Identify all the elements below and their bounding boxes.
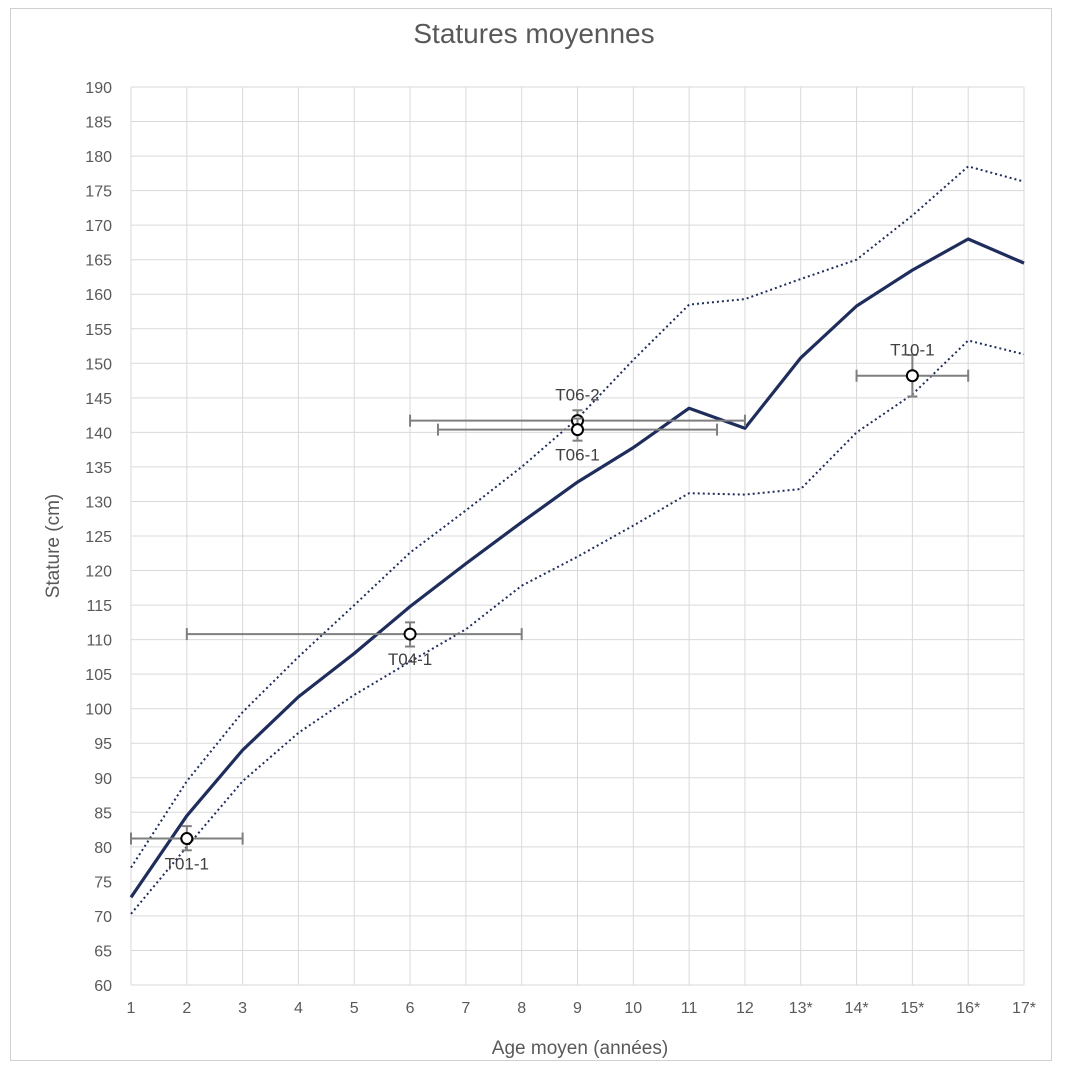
y-tick-label: 70	[94, 909, 112, 926]
y-tick-label: 115	[86, 598, 112, 615]
data-point-t01-1: T01-1	[130, 825, 244, 874]
x-tick-label: 7	[461, 1000, 470, 1017]
x-tick-labels: 1 2 3 4 5 6 7 8 9 10 11 12 13* 14* 15* 16* 17*	[127, 1000, 1036, 1017]
x-tick-label: 8	[517, 1000, 526, 1017]
y-tick-label: 130	[85, 494, 112, 511]
data-point-t06-1: T06-1	[436, 417, 719, 465]
data-point-marker	[180, 832, 194, 846]
series-line-mean	[129, 237, 1025, 899]
x-tick-label: 13*	[789, 1000, 813, 1017]
y-tick-label: 120	[85, 564, 112, 581]
x-tick-label: 5	[350, 1000, 359, 1017]
x-tick-label: 12	[736, 1000, 754, 1017]
y-tick-label: 155	[85, 322, 112, 339]
y-tick-label: 145	[85, 391, 112, 408]
x-tick-label: 15*	[900, 1000, 924, 1017]
data-point-marker	[403, 627, 417, 641]
y-tick-label: 85	[94, 805, 112, 822]
data-point-marker	[905, 369, 919, 383]
data-point-label: T10-1	[890, 341, 934, 360]
y-tick-label: 90	[94, 771, 112, 788]
series-line-lower	[130, 339, 1025, 915]
chart-frame	[10, 8, 1052, 1061]
data-point-label: T06-1	[555, 446, 599, 465]
data-point-label: T04-1	[388, 650, 432, 669]
series-line-upper	[130, 165, 1025, 869]
y-tick-label: 80	[94, 840, 112, 857]
chart-title: Statures moyennes	[413, 18, 655, 49]
grid	[130, 86, 1025, 986]
y-tick-label: 125	[85, 529, 112, 546]
data-point-label: T06-2	[555, 386, 599, 405]
x-tick-label: 10	[624, 1000, 642, 1017]
y-tick-label: 165	[85, 253, 112, 270]
x-tick-label: 4	[294, 1000, 303, 1017]
series-lines	[129, 165, 1025, 915]
data-point-marker	[571, 423, 584, 437]
y-tick-label: 170	[85, 218, 112, 235]
y-tick-label: 60	[94, 978, 112, 995]
data-points: T01-1 T04-1 T06-2 T06-1 T10-1	[130, 341, 970, 874]
x-tick-label: 2	[182, 1000, 191, 1017]
x-tick-label: 3	[238, 1000, 247, 1017]
y-tick-label: 160	[85, 287, 112, 304]
x-tick-label: 14*	[845, 1000, 869, 1017]
y-tick-labels: 60 65 70 75 80 85 90 95 100 105 110 115 120 125 130 135…	[85, 80, 112, 995]
y-tick-label: 75	[94, 874, 112, 891]
y-tick-label: 175	[85, 184, 112, 201]
y-tick-label: 190	[85, 80, 112, 97]
y-tick-label: 100	[85, 702, 112, 719]
x-axis-label: Age moyen (années)	[491, 1038, 669, 1059]
y-tick-label: 95	[94, 736, 112, 753]
x-tick-label: 17*	[1012, 1000, 1036, 1017]
x-tick-label: 16*	[956, 1000, 980, 1017]
data-point-label: T01-1	[165, 855, 209, 874]
y-tick-label: 180	[85, 149, 112, 166]
x-tick-label: 6	[406, 1000, 415, 1017]
y-tick-label: 110	[86, 633, 112, 650]
x-tick-label: 11	[681, 1000, 698, 1017]
y-tick-label: 135	[85, 460, 112, 477]
y-tick-label: 105	[85, 667, 112, 684]
data-point-t04-1: T04-1	[185, 621, 523, 669]
y-tick-label: 185	[85, 115, 112, 132]
x-tick-label: 9	[573, 1000, 582, 1017]
y-tick-label: 150	[85, 356, 112, 373]
data-point-t10-1: T10-1	[855, 341, 970, 398]
y-tick-label: 65	[94, 943, 112, 960]
y-tick-label: 140	[85, 425, 112, 442]
x-tick-label: 1	[127, 1000, 136, 1017]
